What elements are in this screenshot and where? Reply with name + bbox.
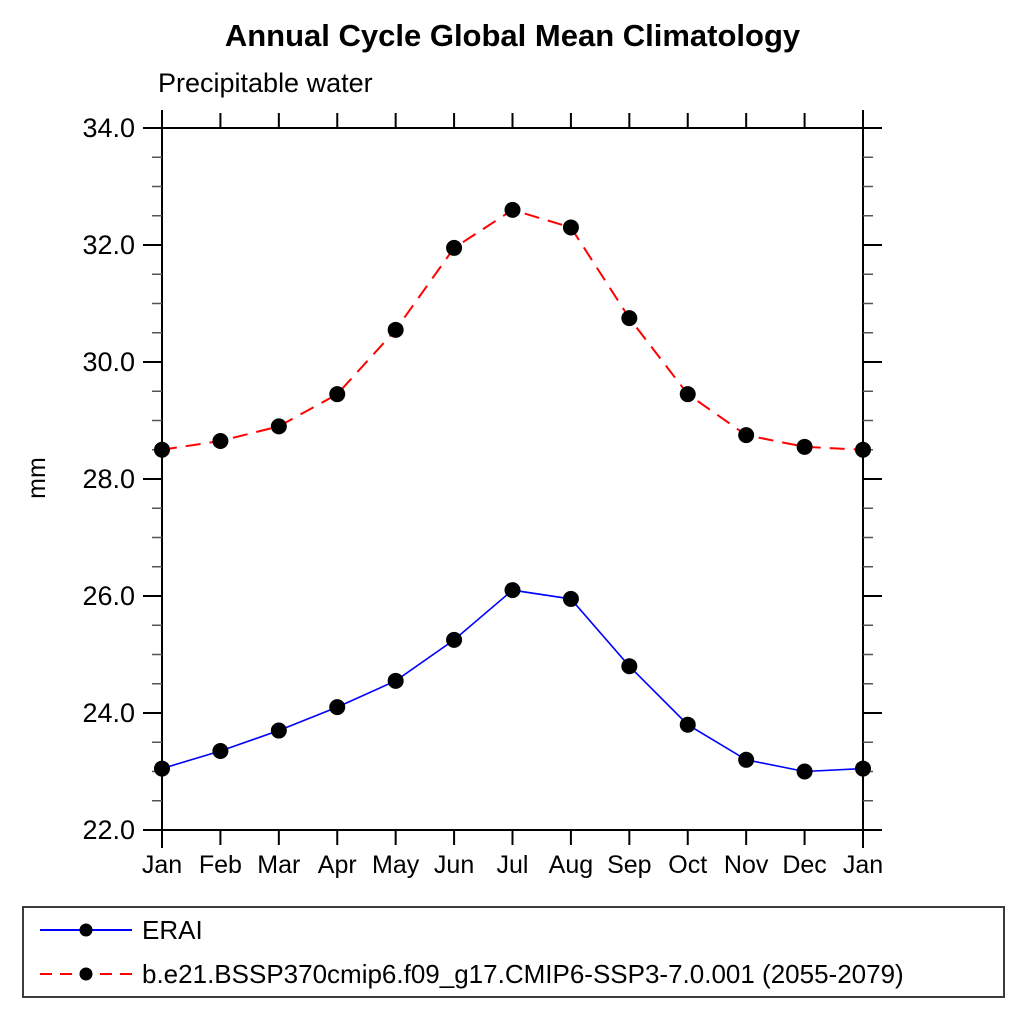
legend-item-erai: ERAI (24, 908, 1003, 952)
x-tick-label: Dec (782, 851, 826, 879)
data-point-marker (154, 760, 170, 777)
legend-item-model: b.e21.BSSP370cmip6.f09_g17.CMIP6-SSP3-7.… (24, 952, 1003, 996)
chart-title: Annual Cycle Global Mean Climatology (224, 18, 801, 53)
y-tick-label: 28.0 (82, 464, 135, 494)
legend-line-sample-erai (40, 923, 132, 937)
x-tick-label: May (372, 851, 420, 879)
data-point-marker (562, 590, 579, 607)
data-point-marker (679, 386, 696, 403)
data-point-marker (504, 582, 521, 599)
data-point-marker (387, 672, 404, 689)
legend-label-erai: ERAI (142, 914, 203, 945)
series-line-0 (161, 589, 864, 773)
x-tick-label: Nov (724, 851, 769, 879)
x-tick-label: Jan (843, 851, 883, 879)
data-point-marker (796, 438, 813, 455)
data-point-marker (679, 716, 696, 733)
series-line-1 (161, 208, 864, 451)
x-tick-label: Jul (497, 851, 529, 879)
data-point-marker (621, 658, 638, 675)
y-tick-label: 22.0 (82, 815, 135, 845)
data-point-marker (154, 441, 170, 458)
data-point-marker (270, 418, 287, 435)
chart-subtitle: Precipitable water (158, 68, 373, 98)
x-tick-label: Aug (549, 851, 593, 879)
data-point-marker (562, 219, 579, 236)
data-point-marker (212, 743, 229, 760)
data-point-marker (270, 722, 287, 739)
data-point-marker (504, 201, 521, 218)
data-point-marker (446, 239, 463, 256)
data-point-marker (621, 310, 638, 327)
data-point-marker (855, 760, 871, 777)
data-point-marker (387, 321, 404, 338)
y-tick-label: 32.0 (82, 230, 135, 260)
x-tick-label: Oct (668, 851, 707, 879)
y-tick-label: 26.0 (82, 581, 135, 611)
data-point-marker (796, 763, 813, 780)
legend-line-sample-model (40, 967, 132, 981)
x-tick-label: Apr (318, 851, 357, 879)
legend-label-model: b.e21.BSSP370cmip6.f09_g17.CMIP6-SSP3-7.… (142, 958, 904, 989)
data-point-marker (855, 441, 871, 458)
x-tick-label: Feb (199, 851, 242, 879)
x-tick-label: Mar (257, 851, 300, 879)
y-axis-label: mm (23, 457, 51, 499)
y-tick-label: 24.0 (82, 698, 135, 728)
legend: ERAI b.e21.BSSP370cmip6.f09_g17.CMIP6-SS… (22, 906, 1005, 998)
y-tick-label: 34.0 (82, 113, 135, 143)
data-point-marker (329, 699, 346, 716)
data-point-marker (446, 631, 463, 648)
x-tick-label: Jan (142, 851, 182, 879)
data-point-marker (738, 751, 755, 768)
data-point-marker (212, 432, 229, 449)
data-point-marker (329, 386, 346, 403)
x-tick-label: Jun (434, 851, 474, 879)
x-tick-label: Sep (607, 851, 651, 879)
y-tick-label: 30.0 (82, 347, 135, 377)
data-point-marker (738, 427, 755, 444)
